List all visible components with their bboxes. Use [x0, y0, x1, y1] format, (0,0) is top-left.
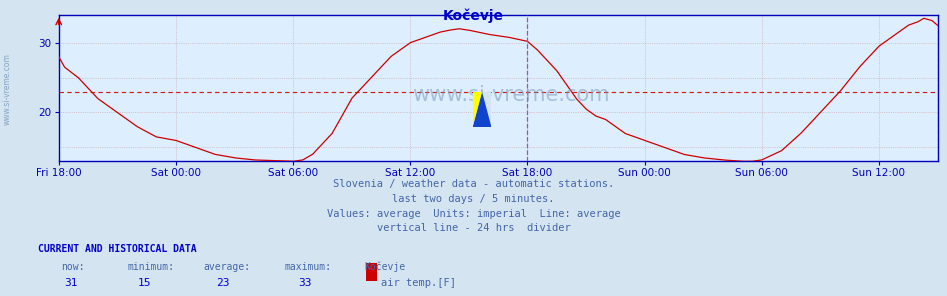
Text: CURRENT AND HISTORICAL DATA: CURRENT AND HISTORICAL DATA	[38, 244, 197, 254]
Text: now:: now:	[62, 262, 85, 272]
Text: 31: 31	[64, 278, 78, 288]
Polygon shape	[473, 92, 482, 127]
Text: maximum:: maximum:	[284, 262, 331, 272]
Polygon shape	[473, 92, 491, 127]
Text: minimum:: minimum:	[128, 262, 175, 272]
Text: Slovenia / weather data - automatic stations.: Slovenia / weather data - automatic stat…	[333, 179, 614, 189]
Text: vertical line - 24 hrs  divider: vertical line - 24 hrs divider	[377, 223, 570, 234]
Text: 33: 33	[298, 278, 312, 288]
Text: average:: average:	[204, 262, 251, 272]
Text: last two days / 5 minutes.: last two days / 5 minutes.	[392, 194, 555, 204]
Text: www.si-vreme.com: www.si-vreme.com	[413, 85, 610, 105]
Text: Kočevje: Kočevje	[443, 9, 504, 23]
Text: Kočevje: Kočevje	[365, 262, 405, 272]
Text: www.si-vreme.com: www.si-vreme.com	[3, 53, 12, 125]
Text: 15: 15	[137, 278, 151, 288]
Text: 23: 23	[216, 278, 229, 288]
Text: Values: average  Units: imperial  Line: average: Values: average Units: imperial Line: av…	[327, 209, 620, 219]
Text: air temp.[F]: air temp.[F]	[381, 278, 456, 288]
